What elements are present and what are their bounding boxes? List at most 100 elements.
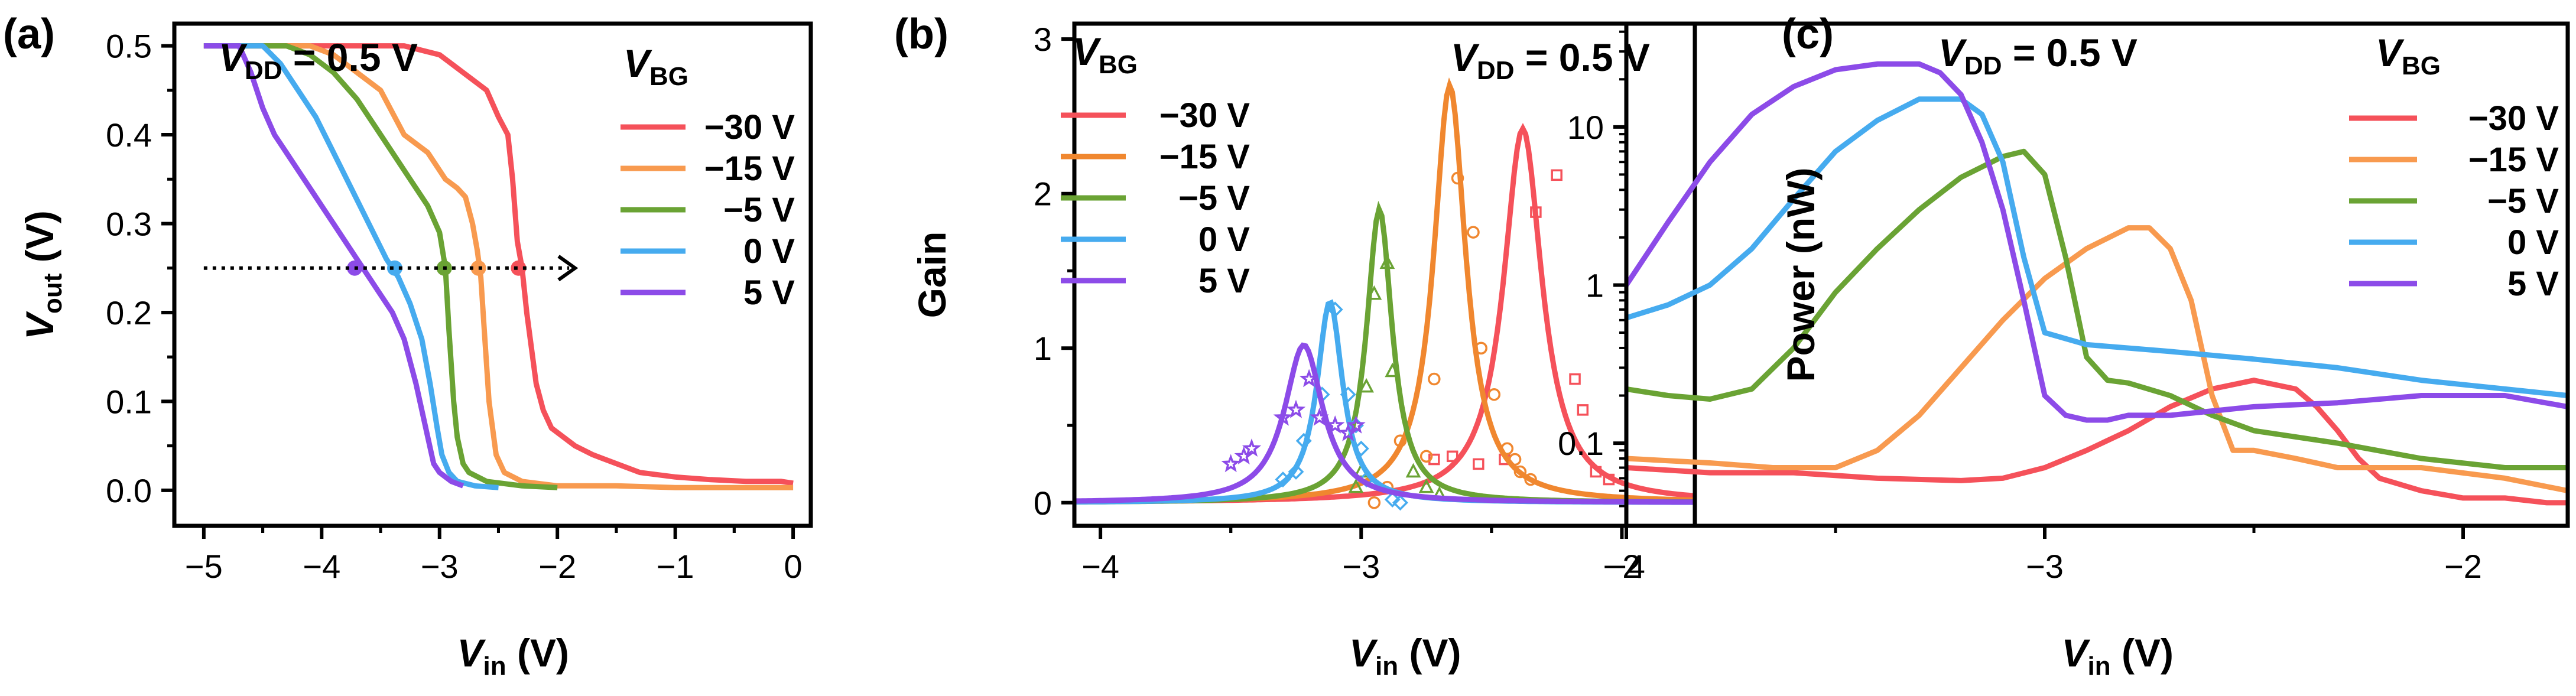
- y-tick-label: 0.4: [106, 116, 152, 154]
- series-1-line: [203, 43, 794, 490]
- vdd-annotation-rest: = 0.5 V: [2002, 31, 2138, 74]
- legend-label-4: 5 V: [743, 274, 795, 312]
- legend-label-0: −30 V: [704, 108, 795, 147]
- legend-title-sub: BG: [649, 62, 688, 91]
- series-2-point-2: [1379, 254, 1395, 269]
- x-axis-label-rest: (V): [1398, 631, 1461, 675]
- series-4-point-4: [1286, 399, 1306, 418]
- series-1-marker-0: [470, 260, 486, 276]
- legend-label-3: 0 V: [2507, 223, 2559, 262]
- x-tick-label: −3: [2026, 548, 2064, 585]
- vdd-annotation: VDD = 0.5 V: [1938, 31, 2138, 80]
- y-tick-label: 0: [1034, 484, 1052, 522]
- x-tick-label: −2: [2444, 548, 2482, 585]
- series-2-point-5: [1348, 478, 1364, 493]
- panel-label: (a): [3, 11, 55, 58]
- legend-label-2: −5 V: [2487, 182, 2559, 220]
- y-tick-label: 0.1: [1558, 425, 1604, 462]
- legend-title: VBG: [623, 41, 688, 91]
- legend-label-4: 5 V: [1198, 262, 1250, 300]
- legend-label-1: −15 V: [1159, 138, 1250, 176]
- series-0-point-2: [1569, 373, 1581, 385]
- x-axis-label-rest: (V): [2111, 631, 2174, 675]
- panel-label: (c): [1782, 11, 1834, 58]
- series-1-point-5: [1500, 442, 1514, 455]
- legend-title-sub: BG: [1099, 50, 1138, 79]
- y-tick-label: 1: [1034, 330, 1052, 367]
- series-3-point-10: [1392, 495, 1408, 511]
- x-tick-label: −2: [538, 548, 576, 585]
- series-4-point-7: [1325, 415, 1345, 434]
- y-tick-label: 0.3: [106, 205, 152, 242]
- x-axis-label: Vin (V): [1349, 631, 1461, 681]
- series-1-line: [1626, 225, 2568, 494]
- y-tick-label: 0.0: [106, 472, 152, 509]
- series-4-line: [203, 43, 464, 489]
- y-tick-label: 0.5: [106, 28, 152, 65]
- y-tick-label: 2: [1034, 175, 1052, 213]
- x-tick-label: 0: [784, 548, 803, 585]
- x-axis-label-main: V: [2062, 631, 2091, 675]
- y-axis-label: Vout (V): [18, 210, 67, 340]
- series-0-point-4: [1590, 466, 1602, 478]
- series-3-marker-0: [386, 260, 402, 276]
- series-4-point-3: [1273, 407, 1293, 426]
- x-axis-label-sub: in: [483, 652, 506, 681]
- legend-title-main: V: [1073, 30, 1102, 73]
- x-tick-label: −5: [185, 548, 223, 585]
- y-tick-label: 0.1: [106, 383, 152, 420]
- plot-area: [1074, 77, 1695, 511]
- panel-label: (b): [894, 11, 948, 58]
- y-tick-label: 1: [1586, 266, 1604, 304]
- vdd-annotation-main: V: [1938, 31, 1967, 74]
- vdd-annotation-rest: = 0.5 V: [1515, 35, 1650, 79]
- vdd-annotation-main: V: [219, 35, 248, 79]
- series-3-point-9: [1384, 492, 1401, 508]
- vdd-annotation: VDD = 0.5 V: [219, 35, 418, 85]
- series-0-point-5: [1603, 473, 1615, 486]
- series-1-point-10: [1428, 372, 1441, 386]
- y-axis-label-main: V: [18, 311, 61, 340]
- legend-title: VBG: [1073, 30, 1138, 79]
- series-4-point-6: [1310, 407, 1329, 426]
- legend-title-main: V: [623, 41, 652, 85]
- series-3-point-1: [1288, 463, 1304, 480]
- arrow-head: [557, 255, 579, 282]
- x-tick-label: −3: [1342, 548, 1380, 585]
- x-tick-label: −3: [421, 548, 459, 585]
- series-1-point-9: [1419, 450, 1433, 463]
- series-1-point-2: [1467, 226, 1480, 239]
- legend-label-4: 5 V: [2507, 265, 2559, 303]
- legend-label-3: 0 V: [1198, 220, 1250, 259]
- x-axis-label-sub: in: [1375, 652, 1398, 681]
- legend-title-main: V: [2376, 31, 2405, 74]
- x-axis-label: Vin (V): [457, 631, 569, 681]
- axes-frame: [1072, 21, 1697, 528]
- legend-label-2: −5 V: [723, 191, 795, 229]
- series-1-point-3: [1474, 342, 1487, 354]
- x-tick-label: −4: [1081, 548, 1119, 585]
- plot-area: [1626, 61, 2568, 506]
- series-0-point-7: [1473, 458, 1484, 470]
- series-4-point-5: [1299, 369, 1319, 388]
- series-0-marker-0: [511, 260, 527, 276]
- series-2-point-7: [1418, 478, 1434, 493]
- series-4-line: [1626, 61, 2568, 423]
- legend-label-2: −5 V: [1178, 179, 1250, 217]
- series-2-point-0: [1359, 378, 1375, 393]
- legend-label-1: −15 V: [2468, 141, 2559, 179]
- series-3-point-0: [1275, 471, 1291, 488]
- legend-title: VBG: [2376, 31, 2441, 80]
- series-0-line: [203, 43, 794, 486]
- axes-frame: [1624, 21, 2570, 528]
- series-1-point-11: [1393, 434, 1407, 447]
- series-3-line: [203, 43, 499, 490]
- series-2-point-6: [1405, 463, 1421, 478]
- y-tick-label: 10: [1567, 109, 1604, 146]
- y-axis-label: Power (nW): [1779, 168, 1823, 382]
- series-4-fit: [1074, 342, 1695, 505]
- vdd-annotation-sub: DD: [1477, 56, 1515, 85]
- series-0-point-3: [1577, 404, 1589, 416]
